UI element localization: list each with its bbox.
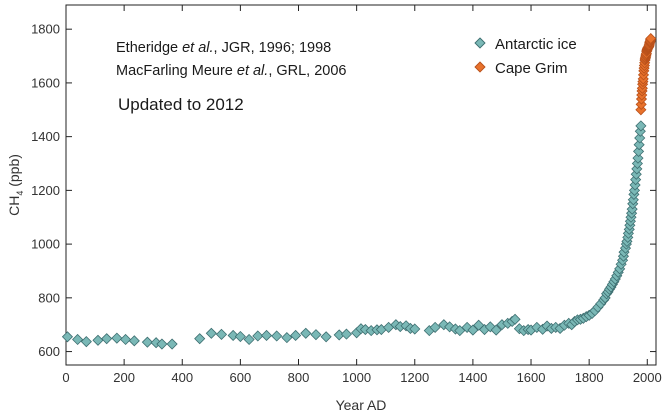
legend: Antarctic ice Cape Grim [474, 36, 577, 77]
point-antarctic-ice [243, 333, 255, 346]
point-antarctic-ice [429, 321, 441, 333]
y-tick-label: 600 [38, 344, 60, 359]
point-antarctic-ice [409, 323, 421, 335]
x-tick-label: 1400 [458, 370, 487, 385]
point-antarctic-ice [215, 328, 228, 340]
legend-marker-cape-grim [474, 61, 486, 73]
point-antarctic-ice [128, 335, 140, 347]
point-antarctic-ice [635, 120, 647, 132]
point-antarctic-ice [320, 331, 332, 343]
x-axis-title: Year AD [336, 397, 387, 413]
point-antarctic-ice [290, 329, 302, 342]
y-tick-label: 1400 [31, 129, 60, 144]
point-antarctic-ice [631, 157, 643, 170]
point-antarctic-ice [260, 329, 273, 342]
point-antarctic-ice [141, 336, 153, 348]
point-antarctic-ice [310, 329, 322, 341]
point-antarctic-ice [634, 132, 646, 144]
x-tick-label: 400 [171, 370, 193, 385]
point-antarctic-ice [300, 327, 312, 339]
point-antarctic-ice [205, 327, 217, 339]
point-antarctic-ice [101, 333, 113, 345]
x-tick-label: 1000 [342, 370, 371, 385]
y-tick-label: 1800 [31, 22, 60, 37]
point-antarctic-ice [461, 321, 473, 333]
point-antarctic-ice [156, 338, 168, 350]
point-antarctic-ice [281, 332, 293, 344]
point-antarctic-ice [629, 179, 641, 191]
point-antarctic-ice [111, 332, 123, 344]
y-tick-label: 1600 [31, 75, 60, 90]
x-tick-label: 800 [288, 370, 310, 385]
y-tick-label: 1200 [31, 183, 60, 198]
point-antarctic-ice [633, 139, 645, 151]
point-antarctic-ice [194, 333, 206, 345]
plot-frame [65, 4, 657, 366]
reference-line-1: Etheridge et al., JGR, 1996; 1998 [116, 40, 331, 56]
point-antarctic-ice [80, 336, 92, 348]
point-antarctic-ice [490, 324, 502, 336]
x-tick-label: 0 [62, 370, 69, 385]
legend-item-antarctic-ice: Antarctic ice [474, 36, 577, 53]
axis-ticks: 0 200 400 600 800 1000 1200 1400 1600 1800 2000 600… [31, 5, 662, 385]
point-antarctic-ice [166, 338, 178, 350]
point-antarctic-ice [627, 194, 639, 206]
point-cape-grim [645, 33, 657, 45]
point-antarctic-ice [227, 329, 239, 342]
point-antarctic-ice [632, 145, 645, 157]
x-tick-label: 1600 [517, 370, 546, 385]
point-antarctic-ice [628, 184, 641, 196]
point-antarctic-ice [61, 331, 74, 343]
legend-marker-antarctic-ice [474, 37, 486, 49]
point-antarctic-ice [72, 333, 84, 346]
point-antarctic-ice [438, 319, 450, 331]
point-cape-grim [635, 104, 647, 116]
point-antarctic-ice [467, 324, 479, 336]
point-antarctic-ice [252, 330, 264, 342]
point-antarctic-ice [234, 330, 246, 343]
y-tick-label: 1000 [31, 237, 60, 252]
x-tick-label: 200 [113, 370, 135, 385]
updated-note: Updated to 2012 [118, 95, 244, 114]
point-antarctic-ice [632, 152, 644, 164]
point-antarctic-ice [484, 321, 496, 333]
x-tick-label: 1800 [575, 370, 604, 385]
point-antarctic-ice [120, 333, 132, 346]
legend-item-cape-grim: Cape Grim [474, 60, 568, 77]
legend-label-antarctic-ice: Antarctic ice [495, 36, 577, 53]
point-antarctic-ice [509, 313, 521, 325]
data-points [61, 33, 657, 350]
y-tick-label: 800 [38, 290, 60, 305]
reference-line-2: MacFarling Meure et al., GRL, 2006 [116, 63, 347, 79]
y-axis-title: CH4 (ppb) [6, 154, 25, 216]
point-antarctic-ice [340, 328, 353, 340]
x-tick-label: 600 [230, 370, 252, 385]
x-tick-label: 2000 [633, 370, 662, 385]
legend-label-cape-grim: Cape Grim [495, 60, 568, 77]
point-antarctic-ice [271, 330, 283, 342]
x-tick-label: 1200 [400, 370, 429, 385]
